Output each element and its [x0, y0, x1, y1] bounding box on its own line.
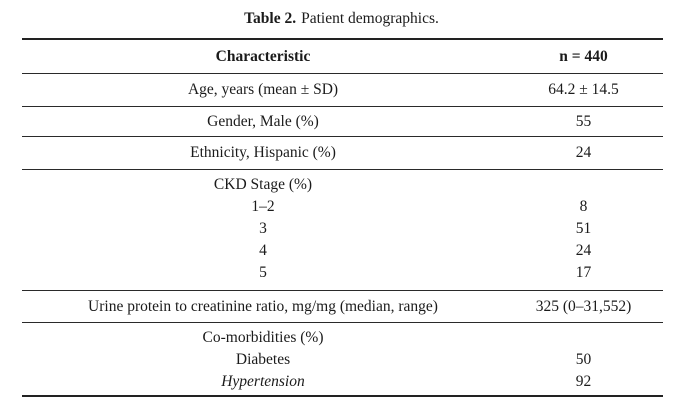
row-gender: Gender, Male (%) 55 — [22, 107, 663, 137]
table-header-row: Characteristic n = 440 — [22, 40, 663, 74]
ckd-stage-5-label: 5 — [259, 264, 267, 281]
row-ckd-stage-group: CKD Stage (%) 1–2 8 3 51 4 24 5 17 — [22, 170, 663, 291]
urine-protein-label: Urine protein to creatinine ratio, mg/mg… — [88, 297, 438, 315]
diabetes-value: 50 — [575, 351, 592, 368]
table-caption: Table 2. Patient demographics. — [0, 8, 683, 30]
ckd-stage-item: 5 17 — [22, 262, 663, 284]
ethnicity-value: 24 — [575, 144, 592, 161]
ckd-stage-4-label: 4 — [259, 242, 267, 259]
ckd-stage-item: 3 51 — [22, 218, 663, 240]
ckd-stage-header-line: CKD Stage (%) — [22, 174, 663, 196]
gender-value: 55 — [575, 112, 592, 130]
ckd-stage-header: CKD Stage (%) — [213, 176, 313, 193]
ckd-stage-header-value — [504, 174, 663, 196]
hypertension-label: Hypertension — [221, 373, 305, 390]
diabetes-label: Diabetes — [235, 351, 291, 368]
table-caption-text: Patient demographics. — [301, 10, 439, 27]
row-comorbidities-group: Co-morbidities (%) Diabetes 50 Hypertens… — [22, 323, 663, 395]
header-characteristic: Characteristic — [215, 47, 311, 65]
age-value: 64.2 ± 14.5 — [548, 81, 619, 98]
header-n: n = 440 — [559, 47, 608, 65]
age-label: Age, years (mean ± SD) — [187, 81, 339, 98]
comorbidities-header-value — [504, 327, 663, 349]
ckd-stage-1-2-label: 1–2 — [251, 198, 275, 215]
row-age: Age, years (mean ± SD) 64.2 ± 14.5 — [22, 74, 663, 107]
comorbidities-group: Co-morbidities (%) Diabetes 50 Hypertens… — [22, 327, 663, 393]
ckd-stage-item: 1–2 8 — [22, 196, 663, 218]
ckd-stage-item: 4 24 — [22, 240, 663, 262]
demographics-table: Characteristic n = 440 Age, years (mean … — [22, 38, 663, 397]
ethnicity-label: Ethnicity, Hispanic (%) — [190, 144, 336, 161]
ckd-stage-3-label: 3 — [259, 220, 267, 237]
hypertension-value: 92 — [575, 373, 592, 390]
ckd-stage-5-value: 17 — [575, 264, 592, 281]
ckd-stage-1-2-value: 8 — [579, 198, 588, 215]
comorbidity-item: Hypertension 92 — [22, 371, 663, 393]
comorbidities-header: Co-morbidities (%) — [202, 329, 324, 346]
ckd-stage-group: CKD Stage (%) 1–2 8 3 51 4 24 5 17 — [22, 174, 663, 284]
comorbidities-header-line: Co-morbidities (%) — [22, 327, 663, 349]
comorbidity-item: Diabetes 50 — [22, 349, 663, 371]
table-caption-number: Table 2. — [244, 10, 297, 27]
row-urine-protein: Urine protein to creatinine ratio, mg/mg… — [22, 291, 663, 323]
gender-label: Gender, Male (%) — [207, 112, 319, 130]
urine-protein-value: 325 (0–31,552) — [535, 297, 632, 315]
row-ethnicity: Ethnicity, Hispanic (%) 24 — [22, 137, 663, 170]
ckd-stage-4-value: 24 — [575, 242, 592, 259]
ckd-stage-3-value: 51 — [575, 220, 592, 237]
